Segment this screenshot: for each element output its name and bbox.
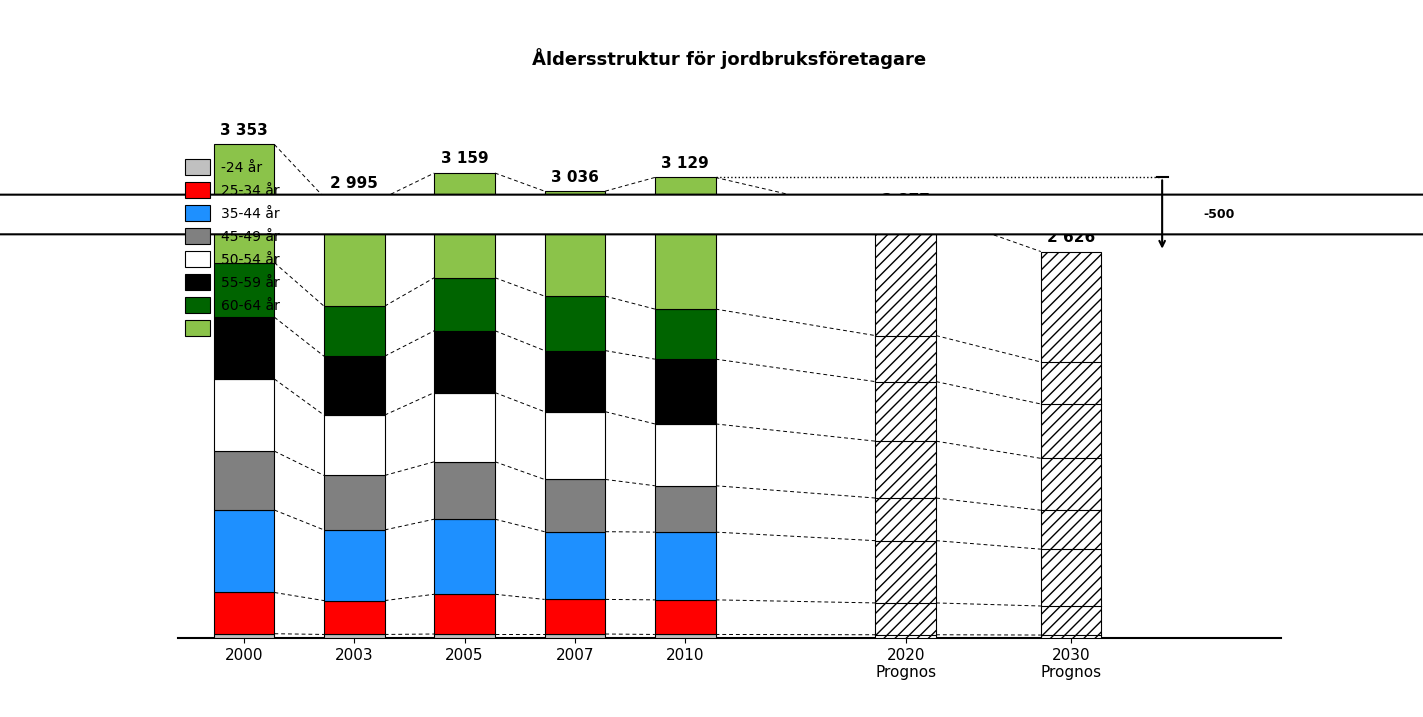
Bar	[324, 415, 384, 475]
Bar	[434, 331, 495, 393]
Text: 3 353: 3 353	[221, 123, 268, 138]
Bar	[875, 214, 936, 638]
Bar	[545, 480, 605, 532]
Bar	[213, 317, 275, 379]
Text: 2 626: 2 626	[1047, 230, 1096, 245]
Bar	[655, 485, 716, 532]
Bar	[324, 475, 384, 530]
Bar	[545, 351, 605, 412]
Bar	[545, 634, 605, 638]
Bar	[324, 530, 384, 601]
Text: 2 995: 2 995	[330, 176, 379, 191]
Bar	[655, 600, 716, 635]
Bar	[213, 379, 275, 451]
Text: 2 877: 2 877	[882, 193, 929, 208]
Bar	[434, 173, 495, 277]
Bar	[213, 510, 275, 592]
Text: 3 036: 3 036	[551, 169, 599, 184]
Bar	[213, 262, 275, 317]
Bar	[324, 635, 384, 638]
Legend: -24 år, 25-34 år, 35-44 år, 45-49 år, 50-54 år, 55-59 år, 60-64 år, 65+ år: -24 år, 25-34 år, 35-44 år, 45-49 år, 50…	[185, 159, 280, 336]
Title: Åldersstruktur för jordbruksföretagare: Åldersstruktur för jordbruksföretagare	[532, 48, 926, 70]
Bar	[434, 634, 495, 638]
Bar	[324, 356, 384, 415]
Text: -500: -500	[1204, 208, 1235, 221]
Bar	[545, 599, 605, 634]
Bar	[655, 532, 716, 600]
Bar	[545, 532, 605, 599]
Bar	[213, 145, 275, 262]
Bar	[324, 197, 384, 306]
Bar	[434, 462, 495, 519]
Text: 3 159: 3 159	[441, 151, 488, 166]
Bar	[1040, 252, 1101, 638]
Bar	[545, 191, 605, 296]
Bar	[434, 594, 495, 634]
Bar	[434, 277, 495, 331]
Bar	[655, 178, 716, 309]
Bar	[545, 412, 605, 480]
Bar	[655, 424, 716, 485]
Bar	[655, 635, 716, 638]
Bar	[434, 393, 495, 462]
Bar	[213, 592, 275, 634]
Bar	[655, 309, 716, 359]
Bar	[545, 296, 605, 351]
Text: 3 129: 3 129	[662, 156, 709, 171]
Bar	[213, 451, 275, 510]
Bar	[324, 601, 384, 635]
Bar	[324, 306, 384, 356]
Bar	[213, 634, 275, 638]
Bar	[655, 359, 716, 424]
Bar	[434, 519, 495, 594]
Circle shape	[0, 194, 1423, 234]
